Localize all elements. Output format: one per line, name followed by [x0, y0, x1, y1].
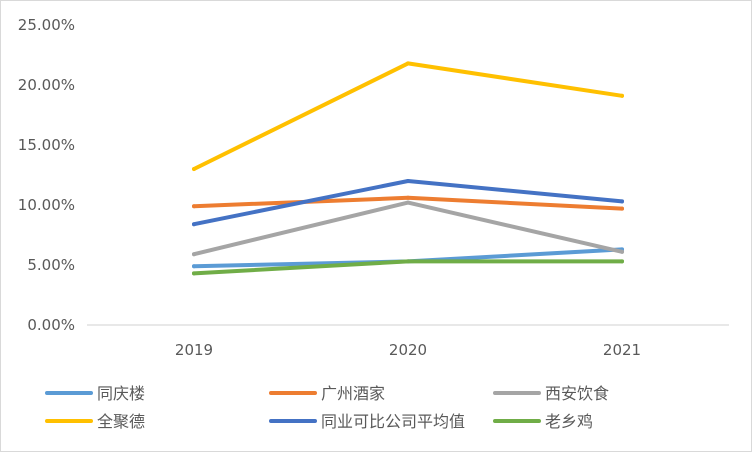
series-line-1 [192, 247, 624, 269]
series-line-4 [192, 61, 624, 171]
data-point [192, 204, 196, 209]
legend-label: 西安饮食 [545, 384, 609, 403]
x-tick-label: 2021 [603, 341, 641, 359]
data-point [192, 167, 196, 171]
data-point [192, 222, 196, 227]
x-axis-ticks: 2019 2020 2021 [175, 341, 641, 359]
data-point [192, 252, 196, 257]
y-tick-label: 15.00% [18, 136, 75, 154]
data-point [620, 249, 624, 254]
data-point [406, 259, 410, 264]
y-tick-label: 0.00% [27, 316, 75, 334]
y-tick-label: 5.00% [27, 256, 75, 274]
x-tick-label: 2020 [389, 341, 427, 359]
data-point [192, 271, 196, 276]
data-point [620, 199, 624, 204]
series-lines [192, 61, 624, 276]
legend-label: 广州酒家 [321, 384, 385, 403]
y-axis-ticks: 0.00% 5.00% 10.00% 15.00% 20.00% 25.00% [18, 16, 75, 334]
data-point [620, 93, 624, 98]
y-tick-label: 10.00% [18, 196, 75, 214]
x-tick-label: 2019 [175, 341, 213, 359]
legend-label: 同业可比公司平均值 [321, 412, 465, 431]
data-point [406, 195, 410, 200]
legend-label: 同庆楼 [97, 384, 145, 403]
y-tick-label: 25.00% [18, 16, 75, 34]
legend-label: 全聚德 [97, 412, 145, 431]
legend-label: 老乡鸡 [545, 412, 593, 431]
data-point [620, 206, 624, 211]
data-point [406, 179, 410, 183]
data-point [406, 200, 410, 205]
data-point [406, 61, 410, 66]
data-point [620, 259, 624, 264]
data-point [192, 264, 196, 269]
y-tick-label: 20.00% [18, 76, 75, 94]
